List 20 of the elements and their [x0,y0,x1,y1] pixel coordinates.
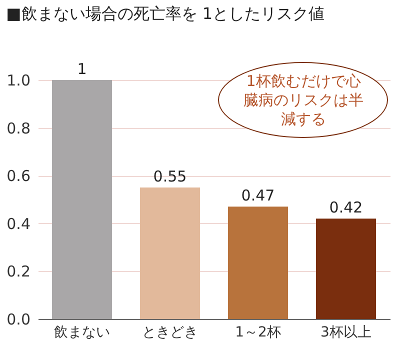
y-tick-label: 0.4 [6,214,30,233]
annotation: 1杯飲むだけで心臓病のリスクは半減する [243,72,364,129]
y-tick-label: 0.2 [6,262,30,281]
x-tick-label: 1～2杯 [235,324,281,340]
chart-title: ■飲まない場合の死亡率を 1としたリスク値 [6,4,325,23]
bar [52,80,112,319]
bar [228,206,288,319]
data-label: 0.55 [153,168,187,186]
x-tick-label: 3杯以上 [320,324,372,340]
y-tick-label: 0.8 [6,119,30,138]
y-tick-label: 0.6 [6,167,30,186]
x-tick-label: ときどき [142,324,198,340]
y-tick-label: 0.0 [6,310,30,328]
data-label: 0.47 [241,186,275,205]
x-tick-label: 飲まない [54,324,110,340]
y-tick-label: 1.0 [6,72,30,90]
data-label: 1 [77,60,87,78]
bar [140,188,200,319]
data-label: 0.42 [329,198,363,217]
bar [316,218,376,319]
